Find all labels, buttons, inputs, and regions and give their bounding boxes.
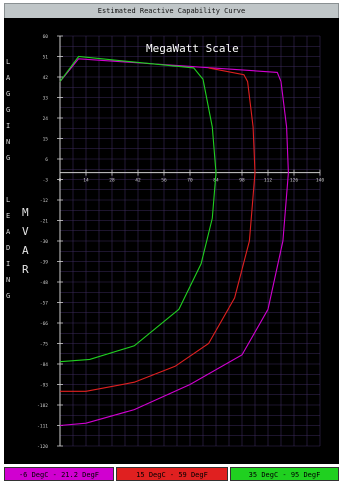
mvar-letter: R [22, 263, 29, 276]
y-tick-label: -120 [37, 444, 48, 450]
y-tick-label: -39 [40, 260, 48, 266]
y-tick-label: -111 [37, 424, 48, 430]
x-tick-label: 0 [59, 178, 62, 184]
leading-letter: L [6, 196, 11, 204]
y-tick-label: 15 [43, 137, 49, 143]
x-tick-label: 126 [290, 178, 298, 184]
lagging-letter: G [6, 154, 11, 162]
lagging-letter: G [6, 90, 11, 98]
x-tick-label: 140 [316, 178, 324, 184]
y-tick-label: -75 [40, 342, 48, 348]
y-tick-label: -57 [40, 301, 48, 307]
mvar-letter: V [22, 225, 29, 238]
y-tick-label: -12 [40, 198, 48, 204]
y-tick-label: -3 [43, 178, 49, 184]
y-tick-label: -30 [40, 239, 48, 245]
y-tick-label: -21 [40, 219, 48, 225]
x-tick-label: 98 [239, 178, 245, 184]
x-tick-label: 84 [213, 178, 219, 184]
lagging-letter: I [6, 122, 11, 130]
series-line [60, 67, 256, 392]
lagging-letter: G [6, 106, 11, 114]
x-tick-label: 112 [264, 178, 272, 184]
legend-item-35c: 35 DegC - 95 DegF [230, 467, 339, 481]
y-tick-label: -66 [40, 321, 48, 327]
legend-item-15c: 15 DegC - 59 DegF [116, 467, 228, 481]
leading-letter: D [6, 244, 11, 252]
legend-item-neg6c: -6 DegC - 21.2 DegF [4, 467, 114, 481]
mvar-letter: M [22, 206, 29, 219]
y-tick-label: -93 [40, 383, 48, 389]
leading-letter: E [6, 212, 11, 220]
capability-chart: 60 51 42 33 24 15 6 -3 -12 -21 -30 -39 -48 -57 -66 -75 -… [37, 34, 324, 450]
chart-title: MegaWatt Scale [146, 42, 239, 55]
y-tick-label: 60 [43, 34, 49, 40]
x-tick-label: 28 [109, 178, 115, 184]
y-tick-label: 42 [43, 75, 49, 81]
leading-letter: G [6, 292, 11, 300]
series-line [59, 58, 289, 427]
leading-letter: A [6, 228, 11, 236]
series-line [59, 55, 217, 363]
x-tick-label: 42 [135, 178, 141, 184]
y-tick-label: 24 [43, 116, 49, 122]
plot-area: 60 51 42 33 24 15 6 -3 -12 -21 -30 -39 -48 -57 -66 -75 -… [4, 18, 339, 464]
lagging-letter: N [6, 138, 11, 146]
x-tick-label: 14 [83, 178, 89, 184]
y-tick-label: -102 [37, 403, 48, 409]
y-tick-label: -84 [40, 362, 48, 368]
leading-letter: N [6, 276, 11, 284]
y-tick-label: 51 [43, 55, 49, 61]
y-tick-label: 6 [45, 157, 48, 163]
lagging-letter: A [6, 74, 11, 82]
leading-letter: I [6, 260, 11, 268]
window-title: Estimated Reactive Capability Curve [4, 3, 339, 19]
mvar-letter: A [22, 244, 29, 257]
x-tick-label: 70 [187, 178, 193, 184]
y-tick-label: -48 [40, 280, 48, 286]
x-tick-label: 56 [161, 178, 167, 184]
lagging-letter: L [6, 58, 11, 66]
y-tick-label: 33 [43, 96, 49, 102]
